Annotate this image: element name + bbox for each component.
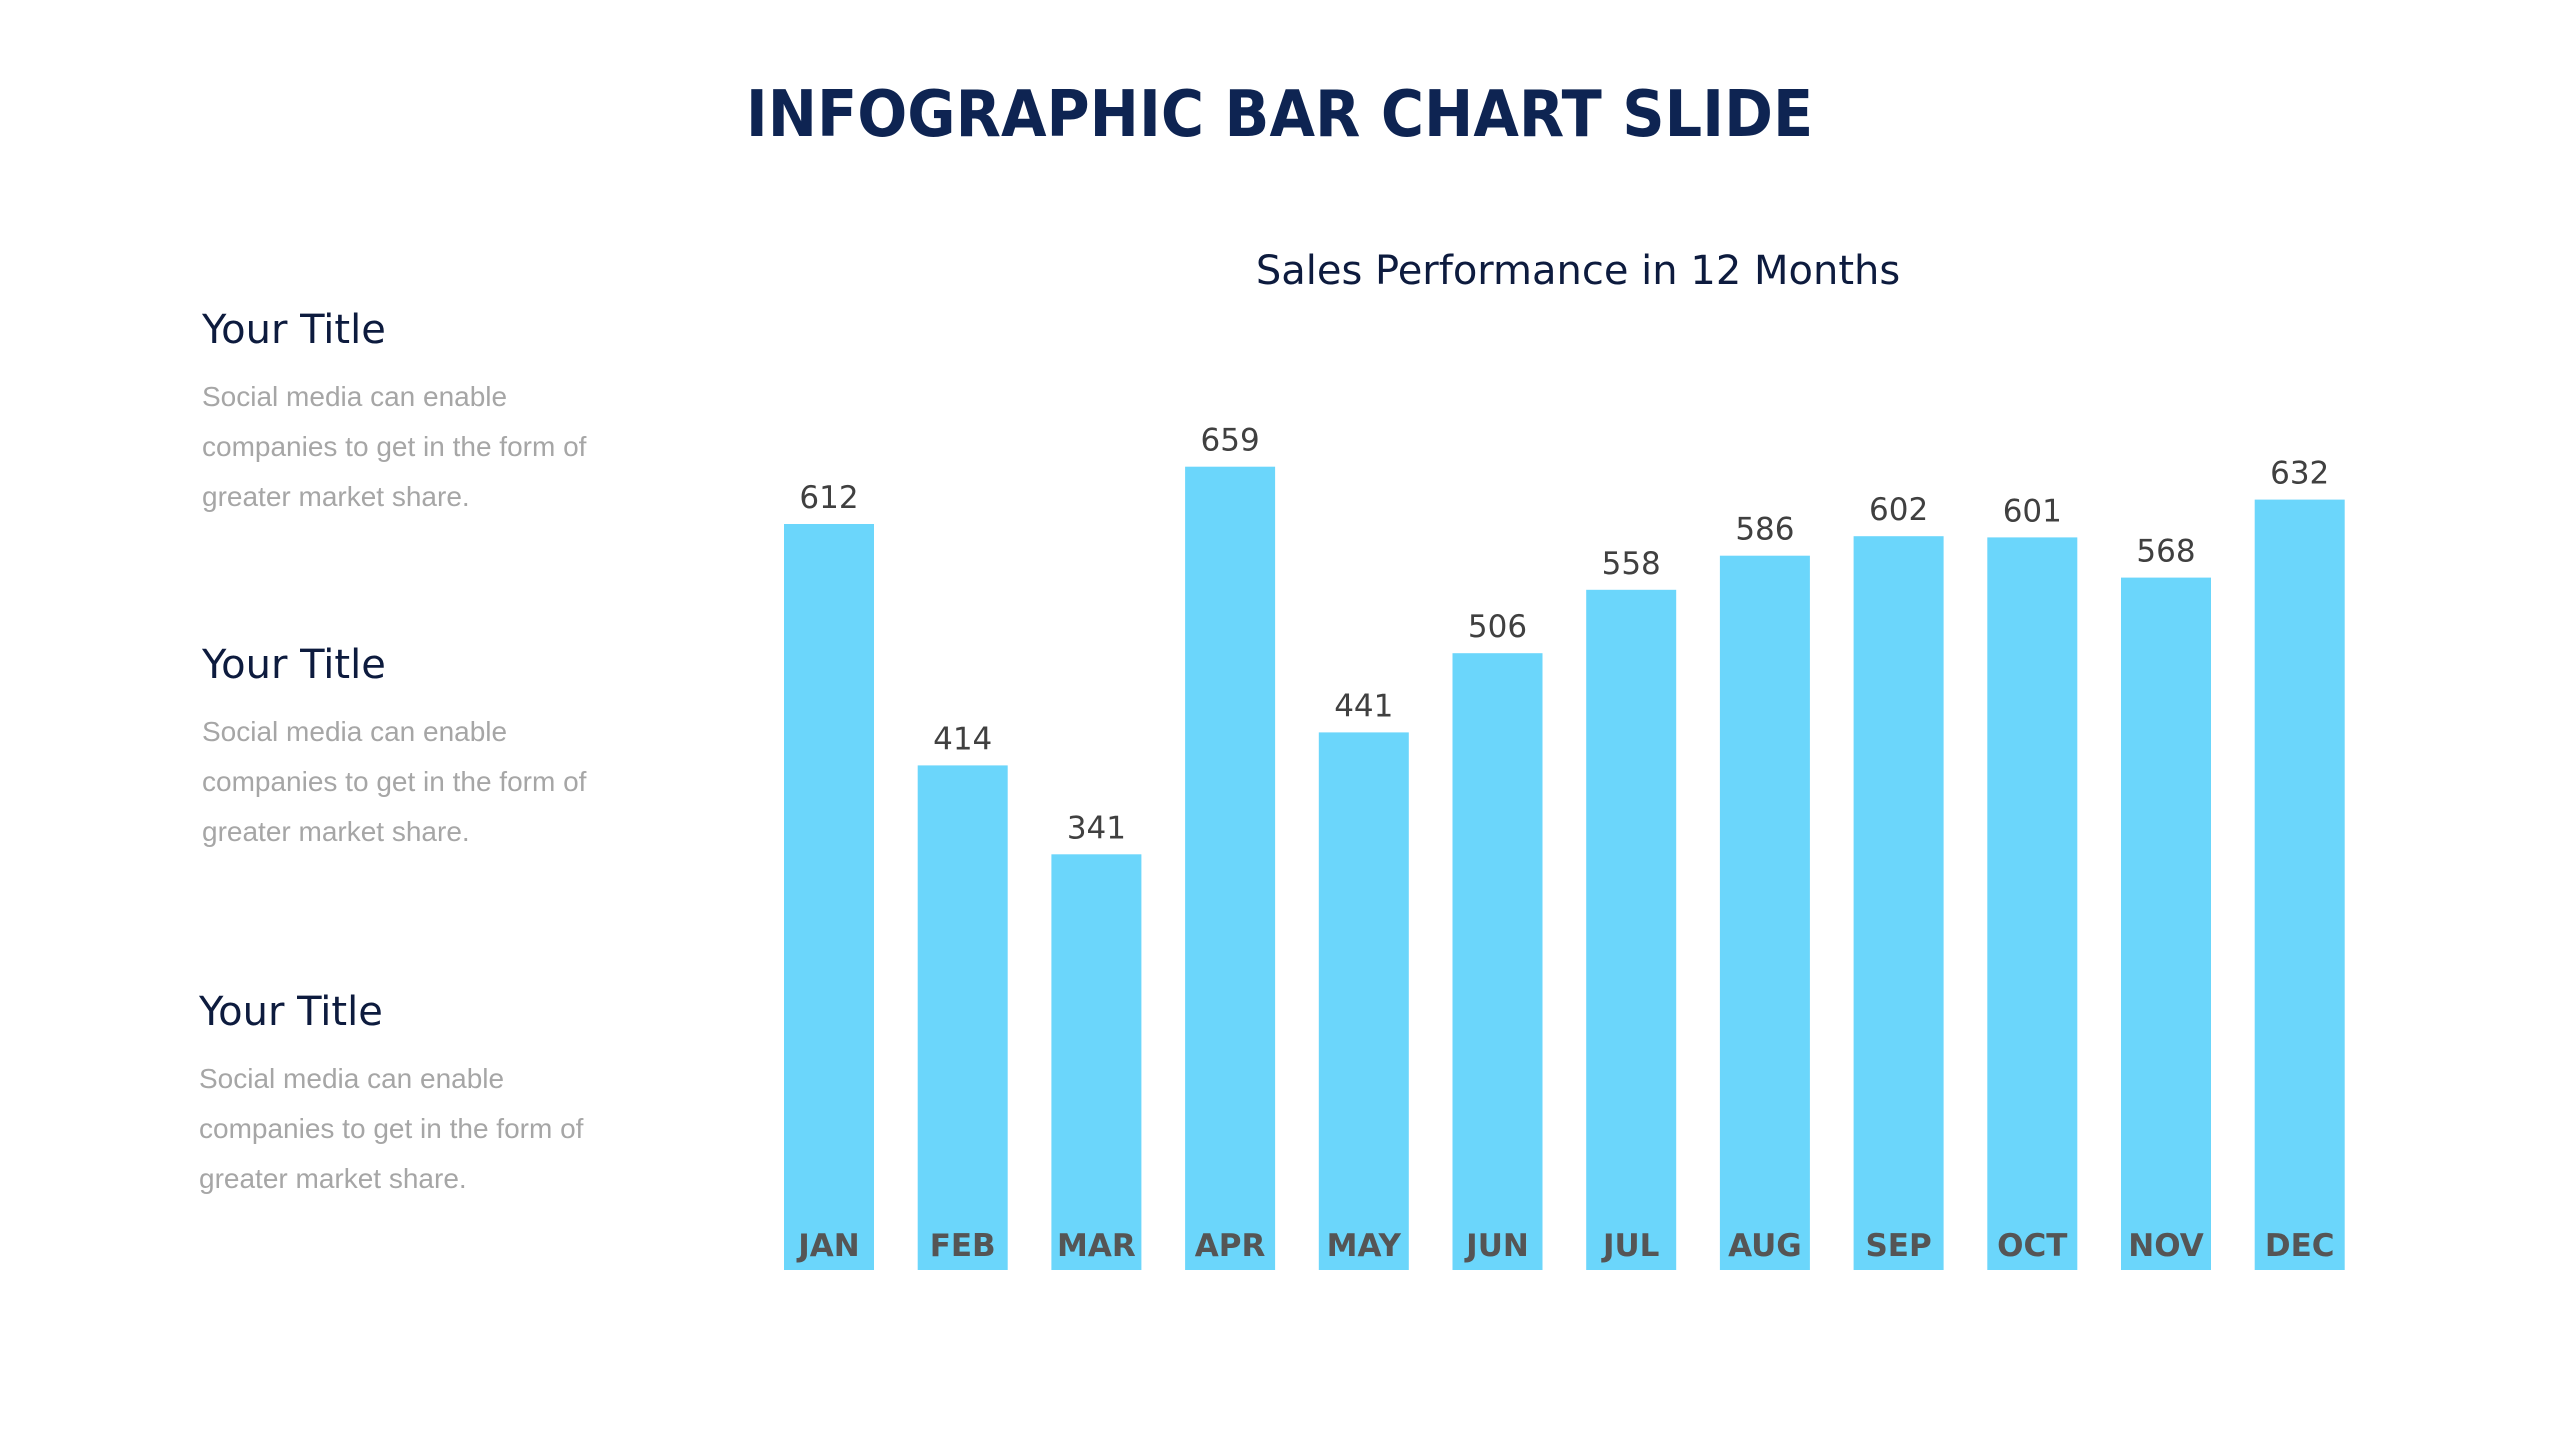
side-block-title: Your Title [202,642,386,688]
value-label: 506 [1468,609,1527,645]
bar-mar [1051,854,1142,1270]
month-label: AUG [1728,1228,1802,1264]
value-label: 568 [2136,534,2195,570]
side-block-title: Your Title [202,307,386,353]
side-text-block-3: Your Title Social media can enable compa… [199,982,679,1204]
bar-apr [1185,466,1276,1270]
bar-dec [2254,499,2345,1271]
value-label: 558 [1602,546,1661,582]
month-label: JUN [1464,1228,1529,1264]
month-label: NOV [2128,1228,2203,1264]
value-label: 601 [2003,493,2062,529]
month-label: JUL [1601,1228,1659,1264]
bar-aug [1719,555,1810,1270]
bar-may [1318,732,1409,1270]
value-label: 414 [933,721,992,757]
side-block-line: companies to get in the form of [202,766,587,797]
month-label: OCT [1997,1228,2067,1264]
side-text-block-2: Your Title Social media can enable compa… [202,635,682,857]
month-label: JAN [796,1228,859,1264]
side-block-body: Social media can enable companies to get… [199,1054,679,1204]
bar-nov [2121,577,2211,1270]
side-block-line: Social media can enable [199,1063,505,1094]
side-block-line: greater market share. [199,1163,467,1194]
value-label: 441 [1334,688,1393,724]
chart-title: Sales Performance in 12 Months [1255,248,1901,294]
value-label: 659 [1201,423,1260,459]
month-label: MAR [1057,1228,1136,1264]
side-block-line: Social media can enable [202,716,508,747]
bar-jul [1586,589,1677,1270]
month-label: MAY [1327,1228,1402,1264]
bar-jan [784,524,874,1270]
side-text-block-1: Your Title Social media can enable compa… [202,300,682,522]
side-block-line: Social media can enable [202,381,508,412]
bar-sep [1853,536,1944,1270]
side-block-line: companies to get in the form of [199,1113,584,1144]
side-block-line: greater market share. [202,481,470,512]
side-block-body: Social media can enable companies to get… [202,372,682,522]
bar-oct [1987,537,2078,1270]
month-label: DEC [2265,1228,2335,1264]
value-label: 341 [1067,810,1126,846]
value-label: 602 [1869,492,1928,528]
side-block-body: Social media can enable companies to get… [202,707,682,857]
slide-title: INFOGRAPHIC BAR CHART SLIDE [745,78,1814,152]
month-label: SEP [1865,1228,1931,1264]
bar-feb [917,765,1008,1270]
month-label: FEB [930,1228,996,1264]
side-block-line: companies to get in the form of [202,431,587,462]
side-block-line: greater market share. [202,816,470,847]
value-label: 612 [799,480,858,516]
month-label: APR [1195,1228,1266,1264]
value-label: 586 [1735,512,1794,548]
side-block-title: Your Title [199,989,383,1035]
value-label: 632 [2270,456,2329,492]
bar-jun [1452,653,1543,1270]
